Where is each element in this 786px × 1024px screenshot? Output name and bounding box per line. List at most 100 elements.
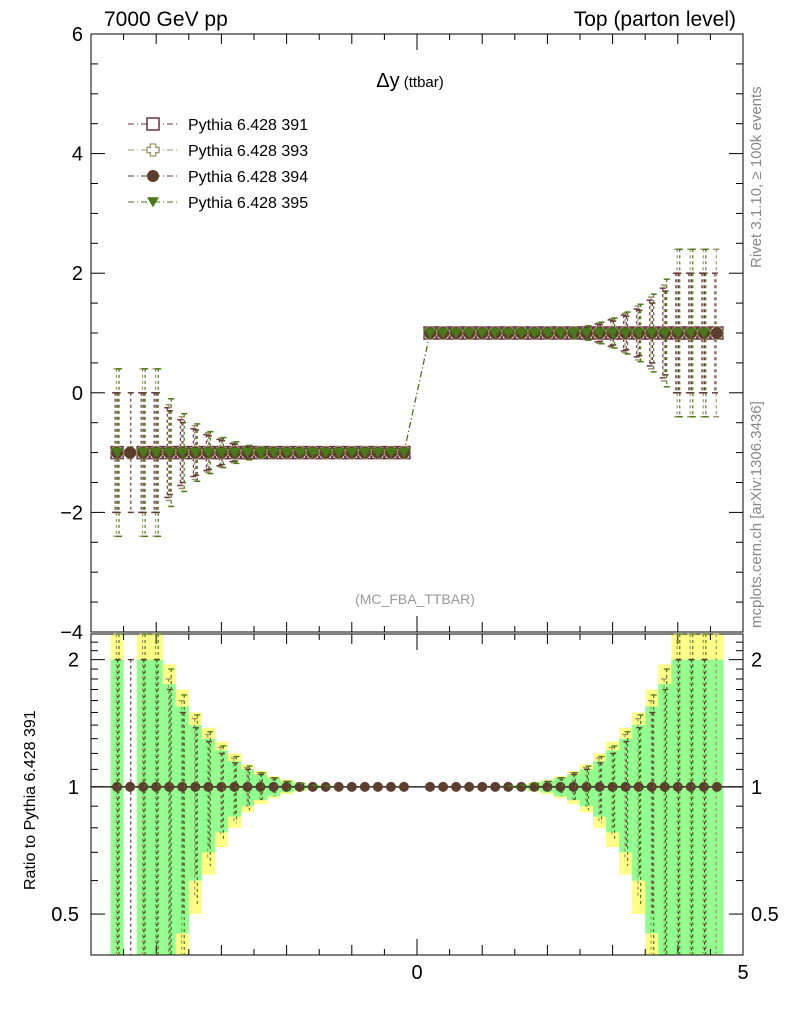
data-point — [268, 781, 279, 792]
data-point — [147, 170, 159, 182]
green-band — [671, 659, 685, 955]
data-point — [320, 781, 331, 792]
data-point — [281, 781, 292, 792]
data-point — [333, 781, 344, 792]
data-point — [555, 781, 566, 792]
data-point — [177, 781, 188, 792]
data-point — [659, 781, 670, 792]
data-point — [189, 447, 202, 458]
series-line — [143, 332, 717, 454]
data-point — [306, 447, 319, 458]
ratio-y-tick-label: 0.5 — [751, 904, 779, 926]
data-point — [176, 447, 189, 458]
data-point — [398, 781, 409, 792]
data-point — [424, 328, 437, 339]
data-point — [146, 117, 160, 131]
data-point — [147, 197, 159, 208]
legend-label: Pythia 6.428 394 — [188, 169, 308, 186]
data-point — [254, 447, 267, 458]
data-point — [280, 447, 293, 458]
data-point — [671, 328, 684, 339]
data-point — [672, 781, 683, 792]
data-point — [698, 781, 709, 792]
data-point — [150, 447, 163, 458]
data-point — [437, 328, 450, 339]
watermark: (MC_FBA_TTBAR) — [355, 591, 475, 607]
data-point — [346, 781, 357, 792]
ratio-y-tick-label: 2 — [751, 650, 762, 672]
data-point — [164, 781, 175, 792]
green-band — [136, 659, 150, 955]
series-3 — [111, 248, 710, 538]
data-point — [385, 781, 396, 792]
ratio-ylabel: Ratio to Pythia 6.428 391 — [22, 710, 39, 890]
green-band — [149, 659, 163, 955]
series-1 — [110, 248, 724, 538]
y-tick-label: 2 — [72, 263, 83, 285]
data-point — [697, 328, 710, 339]
data-point — [358, 447, 371, 458]
green-band — [110, 659, 124, 955]
green-band — [632, 725, 646, 881]
data-point — [216, 781, 227, 792]
header-left-label: 7000 GeV pp — [104, 8, 228, 31]
data-point — [606, 328, 619, 339]
y-tick-label: −2 — [60, 502, 83, 524]
data-point — [567, 328, 580, 339]
green-band — [201, 738, 215, 853]
ratio-y-tick-label: 1 — [751, 777, 762, 799]
data-point — [685, 781, 696, 792]
data-point — [319, 447, 332, 458]
data-point — [607, 781, 618, 792]
green-band — [684, 659, 698, 955]
data-point — [581, 781, 592, 792]
data-point — [267, 447, 280, 458]
data-point — [632, 328, 645, 339]
data-point — [438, 781, 449, 792]
series-0 — [110, 272, 724, 514]
data-point — [293, 447, 306, 458]
chart-title: Δy (ttbar) — [376, 70, 444, 92]
green-band — [188, 725, 202, 881]
ratio-panel: 0 5 0.5 0.5 1 1 2 2 — [51, 633, 779, 984]
data-point — [111, 447, 124, 458]
data-point — [450, 328, 463, 339]
data-point — [463, 328, 476, 339]
header-right-label: Top (parton level) — [573, 8, 736, 31]
green-band — [710, 659, 724, 955]
data-point — [372, 781, 383, 792]
green-band — [162, 684, 176, 955]
data-point — [515, 328, 528, 339]
y-tick-label: 4 — [72, 144, 83, 166]
ratio-bands — [110, 634, 724, 955]
y-tick-label: 6 — [72, 24, 83, 46]
green-band — [175, 706, 189, 934]
data-point — [594, 781, 605, 792]
data-point — [151, 781, 162, 792]
data-point — [710, 327, 723, 339]
ratio-y-tick-label: 0.5 — [51, 904, 79, 926]
data-point — [228, 447, 241, 458]
green-band — [645, 706, 659, 934]
legend-label: Pythia 6.428 395 — [188, 195, 308, 212]
x-tick-label: 0 — [411, 962, 422, 984]
data-point — [371, 447, 384, 458]
green-band — [619, 738, 633, 853]
data-point — [137, 447, 150, 458]
data-point — [138, 781, 149, 792]
series-line — [143, 332, 704, 454]
data-point — [163, 447, 176, 458]
data-point — [554, 328, 567, 339]
data-point — [646, 781, 657, 792]
data-point — [425, 781, 436, 792]
data-point — [489, 328, 502, 339]
ratio-y-tick-label: 2 — [68, 650, 79, 672]
data-point — [202, 447, 215, 458]
data-point — [345, 447, 358, 458]
data-point — [190, 781, 201, 792]
green-band — [658, 684, 672, 955]
y-tick-label: −4 — [60, 622, 83, 644]
data-point — [203, 781, 214, 792]
data-point — [307, 781, 318, 792]
